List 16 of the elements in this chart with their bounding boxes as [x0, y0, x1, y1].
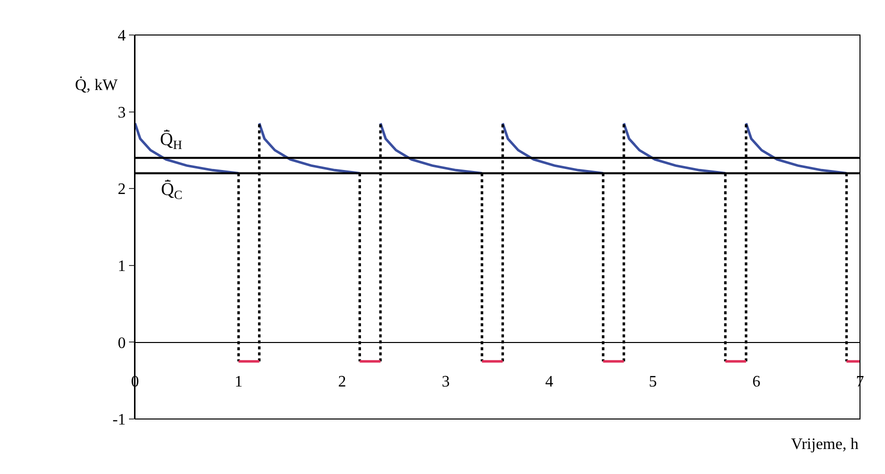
y-tick-label: 0	[118, 334, 126, 352]
x-tick-label: 2	[338, 373, 346, 390]
y-axis-title: Q̇, kW	[75, 76, 119, 94]
ref-line-label: Q̇̄$_{C}$	[161, 179, 182, 202]
x-tick-label: 1	[234, 373, 243, 390]
ref-line-label: Q̇̄$_{H}$	[160, 129, 182, 152]
x-tick-label: 6	[752, 373, 760, 390]
x-axis-title: Vrijeme, h	[791, 436, 858, 453]
y-tick-label: 4	[118, 28, 126, 45]
y-tick-label: 3	[118, 104, 126, 122]
x-tick-label: 3	[442, 373, 450, 390]
x-tick-label: 5	[648, 373, 657, 390]
y-tick-label: -1	[112, 412, 126, 429]
y-tick-label: 1	[118, 258, 126, 275]
y-tick-label: 2	[118, 181, 126, 198]
x-tick-label: 4	[545, 373, 554, 390]
